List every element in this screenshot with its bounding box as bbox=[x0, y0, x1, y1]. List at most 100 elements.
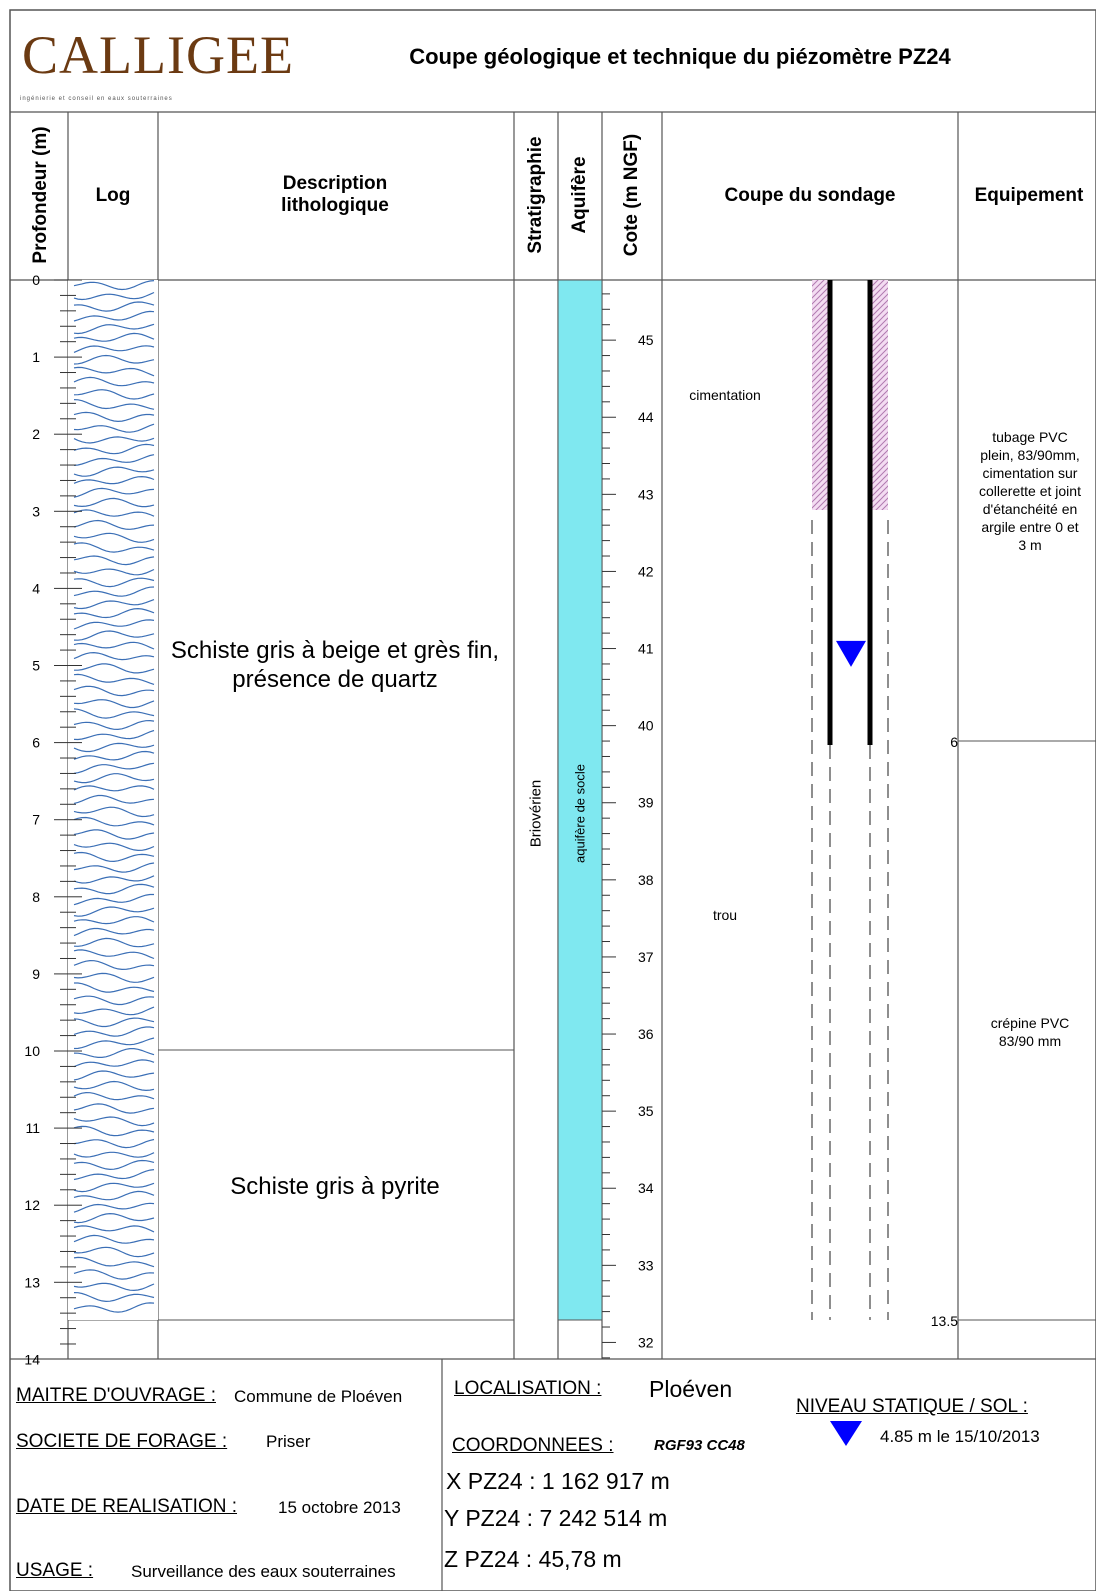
coord-system: RGF93 CC48 bbox=[654, 1437, 745, 1454]
litho-desc-2: Schiste gris à pyrite bbox=[230, 1173, 440, 1200]
localisation-value: Ploéven bbox=[649, 1376, 733, 1402]
schist-line bbox=[73, 794, 155, 804]
schist-line bbox=[74, 663, 155, 674]
schist-line bbox=[73, 555, 155, 566]
depth-tick-label: 11 bbox=[25, 1120, 40, 1136]
cote-tick-label: 42 bbox=[638, 563, 654, 579]
schist-line bbox=[73, 532, 155, 543]
schist-line bbox=[73, 599, 155, 610]
outer-frame bbox=[9, 9, 1096, 1591]
schist-line bbox=[73, 1225, 155, 1233]
schist-line bbox=[73, 816, 155, 827]
societe-label: SOCIETE DE FORAGE : bbox=[16, 1431, 228, 1452]
schist-line bbox=[73, 411, 155, 423]
schist-line bbox=[73, 577, 155, 588]
schist-line bbox=[73, 1212, 155, 1224]
schist-line bbox=[73, 436, 155, 444]
schist-line bbox=[73, 475, 155, 485]
schist-line bbox=[73, 1246, 155, 1258]
schist-line bbox=[73, 842, 155, 852]
niveau-value: 4.85 m le 15/10/2013 bbox=[880, 1427, 1040, 1446]
schist-line bbox=[73, 708, 155, 719]
schist-line bbox=[73, 1017, 155, 1028]
schist-line bbox=[73, 742, 155, 753]
depth-tick-label: 1 bbox=[32, 349, 40, 365]
schist-line bbox=[73, 750, 155, 761]
depth-tick-label: 13 bbox=[24, 1274, 40, 1290]
schist-line bbox=[73, 1116, 155, 1127]
aquifere-label: aquifère de socle bbox=[572, 764, 588, 864]
schist-line bbox=[73, 568, 155, 576]
schist-line bbox=[73, 542, 155, 553]
depth-tick-label: 10 bbox=[24, 1043, 40, 1059]
schist-line bbox=[73, 862, 155, 873]
coord-x: X PZ24 : 1 162 917 m bbox=[446, 1468, 670, 1494]
col-profondeur: Profondeur (m) bbox=[30, 126, 51, 264]
schist-line bbox=[73, 719, 155, 731]
schist-line bbox=[73, 927, 155, 937]
schist-line bbox=[73, 619, 155, 630]
schist-line bbox=[73, 1202, 155, 1213]
schist-line bbox=[73, 829, 155, 840]
schist-line bbox=[73, 332, 155, 342]
cote-tick-label: 44 bbox=[638, 409, 654, 425]
maitre-label: MAITRE D'OUVRAGE : bbox=[16, 1385, 216, 1406]
schist-line bbox=[73, 1302, 155, 1313]
cote-tick-label: 33 bbox=[638, 1257, 654, 1273]
col-stratigraphie: Stratigraphie bbox=[525, 136, 546, 254]
schist-line bbox=[73, 1091, 155, 1101]
schist-line bbox=[73, 1182, 155, 1193]
cote-tick-label: 43 bbox=[638, 486, 654, 502]
schist-line bbox=[73, 1159, 155, 1171]
label-trou: trou bbox=[712, 907, 738, 923]
water-level-marker bbox=[836, 640, 866, 667]
cote-tick-label: 34 bbox=[638, 1180, 654, 1196]
schist-line bbox=[73, 1059, 155, 1068]
col-aquifere: Aquifère bbox=[569, 156, 590, 234]
schist-line bbox=[73, 1234, 155, 1244]
schist-line bbox=[73, 310, 155, 322]
schist-line bbox=[73, 280, 155, 291]
schist-line bbox=[73, 762, 155, 774]
schist-line bbox=[73, 1256, 155, 1268]
col-coupe: Coupe du sondage bbox=[724, 185, 896, 206]
schist-line bbox=[73, 443, 155, 455]
schist-line bbox=[73, 345, 155, 353]
schist-line bbox=[73, 630, 155, 641]
schist-line bbox=[73, 906, 155, 917]
depth-tick-label: 14 bbox=[24, 1351, 40, 1367]
schist-line bbox=[73, 1070, 155, 1081]
cement-left bbox=[812, 280, 828, 510]
schist-line bbox=[73, 893, 154, 906]
cote-tick-label: 32 bbox=[638, 1334, 654, 1350]
coord-z: Z PZ24 : 45,78 m bbox=[444, 1546, 622, 1572]
schist-line bbox=[73, 399, 155, 410]
maitre-value: Commune de Ploéven bbox=[234, 1387, 403, 1406]
schist-line bbox=[73, 699, 155, 709]
cote-tick-label: 40 bbox=[638, 718, 654, 734]
cement-right bbox=[872, 280, 888, 510]
label-cimentation: cimentation bbox=[689, 387, 761, 403]
schist-line bbox=[74, 982, 155, 993]
schist-line bbox=[73, 995, 155, 1006]
depth-tick-label: 3 bbox=[32, 503, 40, 519]
schist-line bbox=[73, 729, 155, 741]
equip-tubage: tubage PVC plein, 83/90mm, cimentation s… bbox=[979, 429, 1081, 553]
col-cote: Cote (m NGF) bbox=[621, 133, 642, 257]
schist-line bbox=[73, 1080, 155, 1092]
page-title: Coupe géologique et technique du piézomè… bbox=[409, 44, 951, 69]
schist-line bbox=[73, 291, 155, 301]
schist-line bbox=[73, 454, 155, 466]
depth-tick-label: 7 bbox=[32, 812, 40, 828]
schist-line bbox=[73, 641, 155, 650]
schist-line bbox=[73, 423, 155, 433]
schist-line bbox=[73, 1151, 155, 1158]
schist-line bbox=[73, 301, 155, 312]
schist-line bbox=[73, 1048, 155, 1058]
schist-line bbox=[73, 673, 155, 685]
schist-line bbox=[73, 1138, 155, 1149]
logo-text: CALLIGEE bbox=[22, 25, 294, 85]
cote-axis: 45 44 43 42 41 40 39 38 37 36 35 34 33 32 bbox=[602, 293, 654, 1359]
